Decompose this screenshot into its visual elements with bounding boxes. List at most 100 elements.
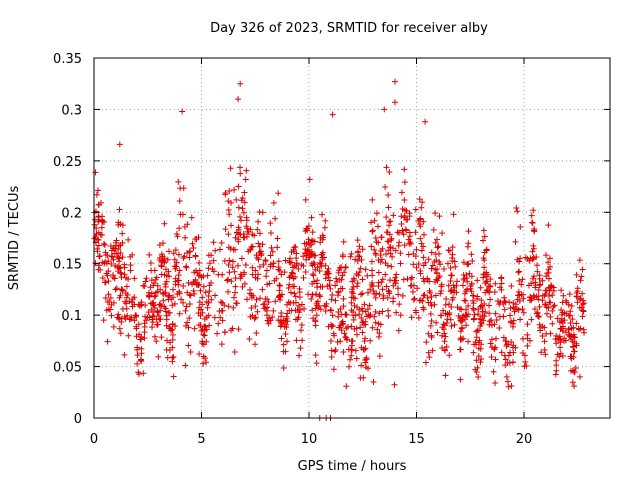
data-point (374, 326, 381, 333)
data-point (432, 239, 439, 246)
data-point (444, 316, 451, 323)
data-point (411, 295, 418, 302)
data-point (521, 352, 528, 359)
data-point (579, 301, 586, 308)
data-point (457, 335, 464, 342)
data-point (252, 303, 259, 310)
data-point (576, 257, 583, 264)
data-point (383, 229, 390, 236)
data-point (148, 290, 155, 297)
data-point (400, 231, 407, 238)
data-point (267, 261, 274, 268)
data-point (410, 296, 417, 303)
data-point (394, 285, 401, 292)
data-point (117, 330, 124, 337)
data-point (302, 268, 309, 275)
data-point (382, 260, 389, 267)
data-point (441, 346, 448, 353)
data-point (165, 248, 172, 255)
data-point (300, 253, 307, 260)
data-point (115, 311, 122, 318)
data-point (379, 308, 386, 315)
data-point (360, 374, 367, 381)
data-point (557, 344, 564, 351)
data-point (184, 221, 191, 228)
data-point (131, 317, 138, 324)
data-point (206, 288, 213, 295)
data-point (224, 277, 231, 284)
data-point (185, 280, 192, 287)
data-point (170, 250, 177, 257)
data-point (413, 309, 420, 316)
data-point (336, 264, 343, 271)
data-point (153, 274, 160, 281)
data-point (93, 191, 100, 198)
data-point (102, 295, 109, 302)
data-point (471, 311, 478, 318)
data-point (195, 234, 202, 241)
data-point (580, 326, 587, 333)
data-point (336, 324, 343, 331)
data-point (133, 325, 140, 332)
data-point (434, 244, 441, 251)
data-point (547, 330, 554, 337)
data-point (516, 268, 523, 275)
data-point (573, 342, 580, 349)
data-point (243, 217, 250, 224)
data-point (397, 260, 404, 267)
data-point (376, 291, 383, 298)
data-point (281, 269, 288, 276)
data-point (430, 226, 437, 233)
data-point (335, 269, 342, 276)
data-point (309, 271, 316, 278)
data-point (292, 293, 299, 300)
data-point (487, 296, 494, 303)
data-point (450, 211, 457, 218)
data-point (417, 223, 424, 230)
data-point (328, 354, 335, 361)
data-point (508, 282, 515, 289)
data-point (126, 316, 133, 323)
data-point (327, 337, 334, 344)
data-point (272, 298, 279, 305)
data-point (235, 204, 242, 211)
data-point (457, 317, 464, 324)
data-point (175, 277, 182, 284)
y-tick-label: 0.3 (61, 103, 82, 118)
data-point (322, 275, 329, 282)
data-point (480, 255, 487, 262)
data-point (278, 335, 285, 342)
data-point (442, 333, 449, 340)
data-point (308, 214, 315, 221)
data-point (370, 379, 377, 385)
data-point (522, 358, 529, 365)
data-point (549, 307, 556, 314)
data-point (487, 283, 494, 290)
data-point (300, 274, 307, 281)
data-point (101, 260, 108, 267)
data-point (158, 263, 165, 270)
data-point (579, 313, 586, 320)
data-point (140, 282, 147, 289)
data-point (546, 292, 553, 299)
data-point (568, 336, 574, 343)
axis-ticks: 0 0.05 0.1 0.15 0.2 0.25 0.3 0.35 0 5 10 15 20 (53, 52, 610, 447)
data-point (161, 303, 168, 310)
data-point (243, 223, 250, 230)
data-point (205, 265, 212, 272)
data-point (398, 221, 405, 228)
data-point (449, 244, 456, 251)
data-point (417, 235, 424, 242)
data-point (299, 301, 306, 308)
data-point (293, 255, 300, 262)
data-point (108, 312, 115, 319)
data-point (226, 187, 233, 194)
data-point (401, 207, 408, 214)
data-point (514, 296, 521, 303)
data-point (421, 291, 428, 298)
data-point (403, 207, 410, 214)
data-point (561, 335, 568, 342)
data-point (254, 275, 261, 282)
data-point (196, 350, 203, 357)
data-point (457, 376, 464, 383)
